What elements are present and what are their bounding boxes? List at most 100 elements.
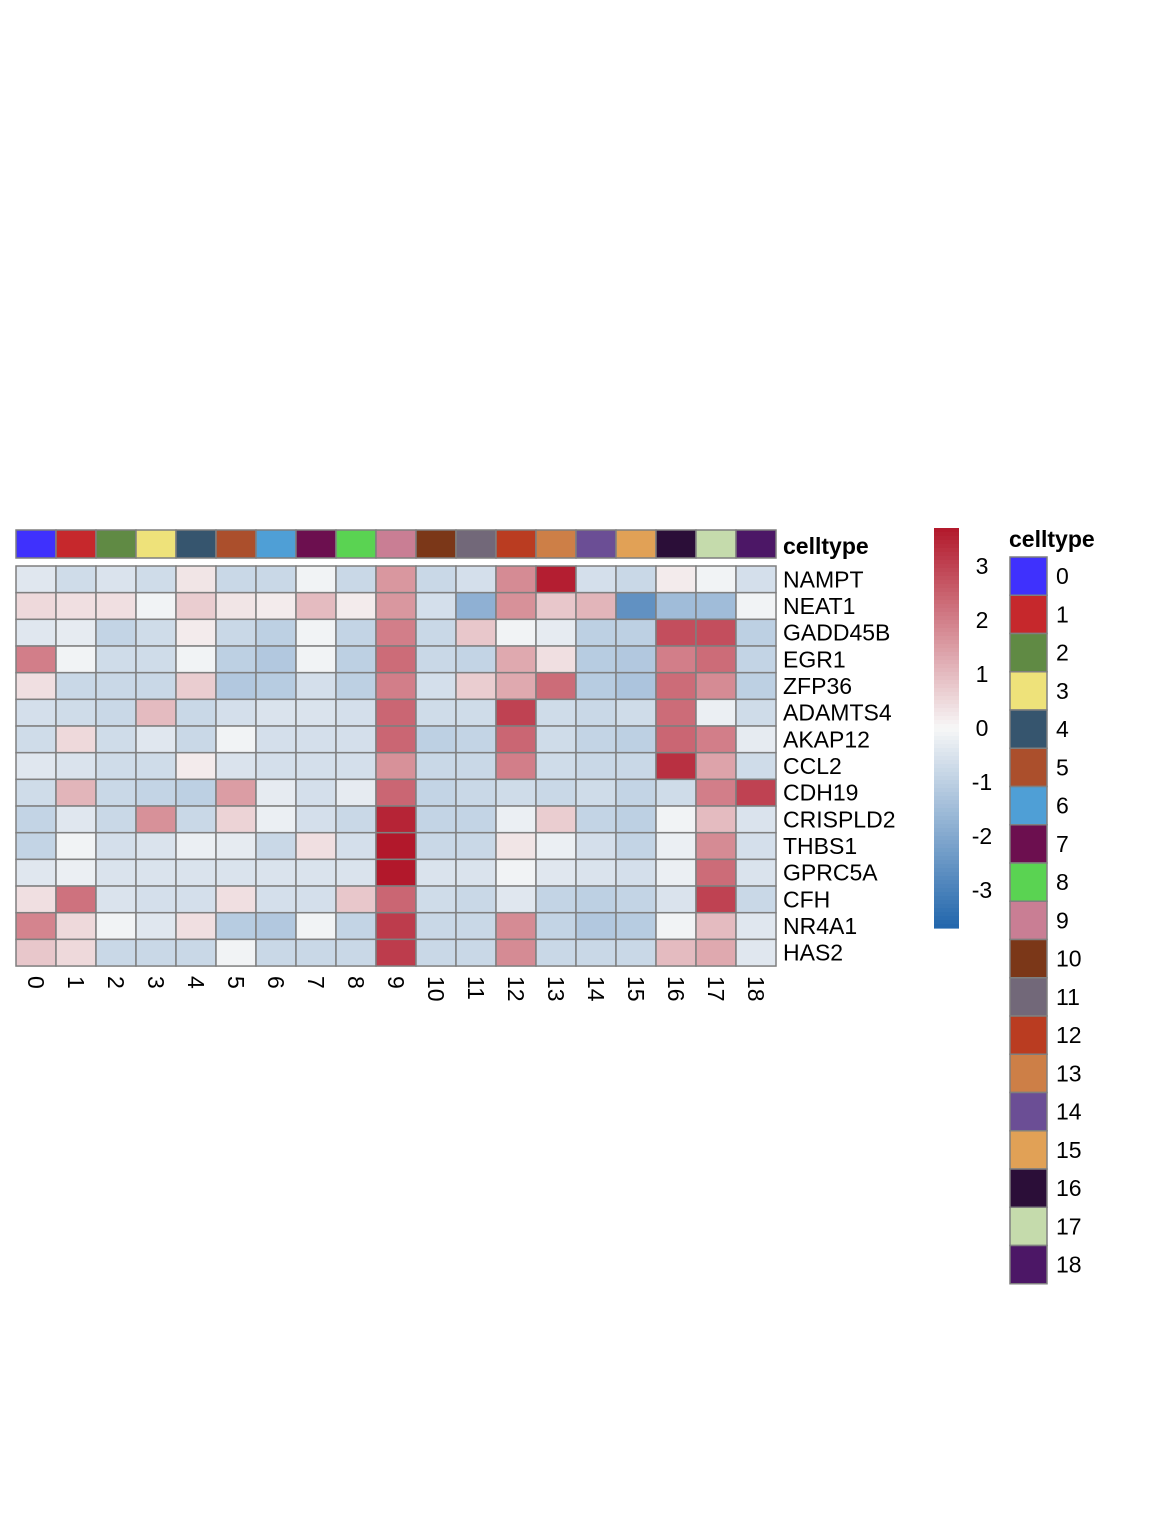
heatmap-cell xyxy=(655,885,697,914)
legend-label: 10 xyxy=(1056,946,1082,972)
heatmap-cell xyxy=(575,698,617,727)
heatmap-cell xyxy=(55,831,97,861)
column-label: 12 xyxy=(503,976,529,1002)
heatmap-cell xyxy=(295,671,337,701)
colorbar-segment xyxy=(934,756,959,761)
heatmap-cell xyxy=(695,645,737,674)
legend-label: 17 xyxy=(1056,1213,1082,1239)
heatmap-cell xyxy=(95,831,137,861)
heatmap-cell xyxy=(615,698,657,727)
heatmap-cell xyxy=(135,671,177,701)
heatmap-cell xyxy=(15,911,57,941)
colorbar-segment xyxy=(934,840,959,845)
heatmap-cell xyxy=(455,778,497,807)
heatmap-cell xyxy=(295,565,337,594)
heatmap-cell xyxy=(255,591,297,621)
colorbar-segment xyxy=(934,748,959,753)
colorbar-segment xyxy=(934,588,959,593)
heatmap-cell xyxy=(295,751,337,781)
legend-label: 0 xyxy=(1056,563,1069,589)
heatmap-cell xyxy=(735,911,777,941)
colorbar-segment xyxy=(934,572,959,577)
heatmap-cell xyxy=(455,591,497,621)
heatmap-cell xyxy=(735,671,777,701)
heatmap-cell xyxy=(455,645,497,674)
colorbar-segment xyxy=(934,804,959,809)
colorbar-segment xyxy=(934,868,959,873)
heatmap-cell xyxy=(175,591,217,621)
heatmap-cell xyxy=(535,698,577,727)
heatmap-cell xyxy=(415,911,457,941)
colorbar-segment xyxy=(934,688,959,693)
column-label: 0 xyxy=(23,976,49,989)
heatmap-cell xyxy=(215,591,257,621)
colorbar-segment xyxy=(934,540,959,545)
heatmap-cell xyxy=(95,938,137,967)
row-label: CCL2 xyxy=(783,753,842,779)
heatmap-cell xyxy=(455,751,497,781)
heatmap-cell xyxy=(375,805,417,834)
heatmap-cell xyxy=(215,911,257,941)
legend-swatch xyxy=(1009,709,1048,749)
heatmap-cell xyxy=(255,938,297,967)
heatmap-cell xyxy=(415,805,457,834)
heatmap-cell xyxy=(55,911,97,941)
heatmap-cell xyxy=(615,805,657,834)
column-label: 6 xyxy=(263,976,289,989)
colorbar-segment xyxy=(934,596,959,601)
heatmap-cell xyxy=(295,645,337,674)
column-label: 10 xyxy=(423,976,449,1002)
heatmap-cell xyxy=(95,565,137,594)
colorbar-segment xyxy=(934,720,959,725)
colorbar-segment xyxy=(934,824,959,829)
heatmap-cell xyxy=(655,698,697,727)
colorbar-ticks: 3 2 1 0 -1 -2 -3 xyxy=(972,553,992,903)
heatmap-cell xyxy=(215,698,257,727)
heatmap-cell xyxy=(255,911,297,941)
legend-label: 8 xyxy=(1056,869,1069,895)
colorbar-segment xyxy=(934,764,959,769)
heatmap-cell xyxy=(135,751,177,781)
colorbar-tick-label: 0 xyxy=(976,715,989,741)
heatmap-cell xyxy=(495,725,537,754)
heatmap-cell xyxy=(375,911,417,941)
colorbar-segment xyxy=(934,912,959,917)
heatmap-cell xyxy=(335,938,377,967)
row-label: NEAT1 xyxy=(783,593,855,619)
legend-swatch xyxy=(1009,1244,1048,1285)
heatmap-cell xyxy=(735,778,777,807)
colorbar-segment xyxy=(934,836,959,841)
heatmap-cell xyxy=(735,938,777,967)
colorbar-segment xyxy=(934,772,959,777)
heatmap-cell xyxy=(375,751,417,781)
column-label: 4 xyxy=(183,976,209,989)
heatmap-cell xyxy=(375,831,417,861)
celltype-annotation-cell xyxy=(255,529,297,559)
heatmap-cell xyxy=(735,618,777,647)
heatmap-cell xyxy=(735,751,777,781)
colorbar-segment xyxy=(934,684,959,689)
column-label: 7 xyxy=(303,976,329,989)
heatmap-cell xyxy=(535,645,577,674)
legend-label: 15 xyxy=(1056,1137,1082,1163)
heatmap-cell xyxy=(415,698,457,727)
heatmap-cell xyxy=(415,885,457,914)
heatmap-cell xyxy=(335,645,377,674)
heatmap-cell xyxy=(455,725,497,754)
heatmap-cell xyxy=(55,885,97,914)
heatmap-cell xyxy=(295,858,337,887)
row-label: NR4A1 xyxy=(783,913,857,939)
heatmap-cell xyxy=(15,938,57,967)
colorbar-segment xyxy=(934,560,959,565)
heatmap-cell xyxy=(55,698,97,727)
column-label: 3 xyxy=(143,976,169,989)
heatmap-cell xyxy=(615,858,657,887)
heatmap-cell xyxy=(575,911,617,941)
legend-label: 18 xyxy=(1056,1252,1082,1278)
heatmap-cell xyxy=(535,778,577,807)
heatmap-cell xyxy=(735,725,777,754)
heatmap-cell xyxy=(415,671,457,701)
heatmap-cell xyxy=(455,831,497,861)
celltype-annotation-cell xyxy=(655,529,697,559)
heatmap-cell xyxy=(535,565,577,594)
